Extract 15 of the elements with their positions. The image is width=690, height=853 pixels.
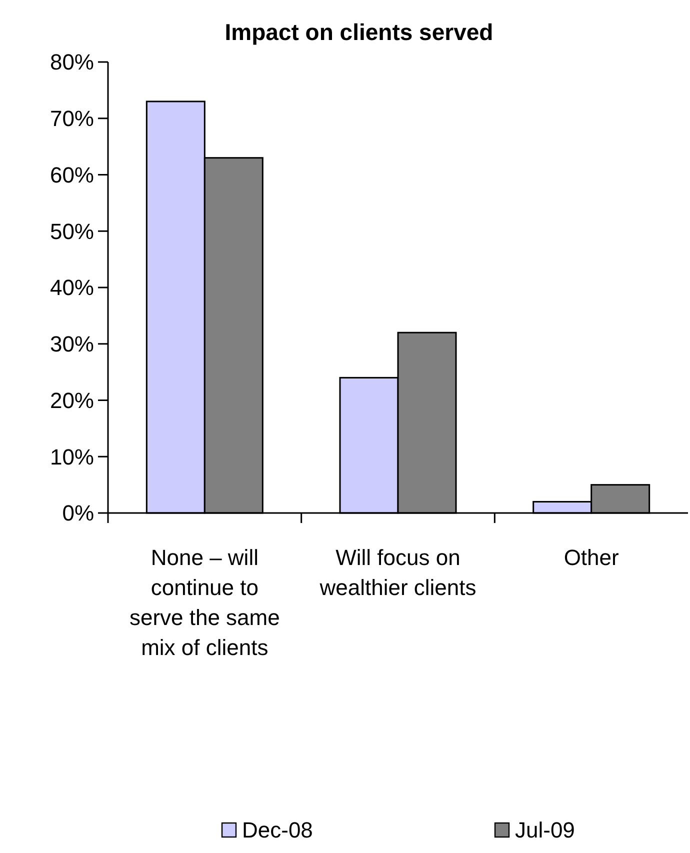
y-tick-label: 30%	[50, 332, 94, 357]
legend-label: Jul-09	[515, 818, 575, 843]
y-tick-label: 40%	[50, 275, 94, 300]
chart-title: Impact on clients served	[224, 19, 494, 45]
y-tick-label: 0%	[62, 500, 94, 526]
y-tick-label: 60%	[50, 162, 94, 188]
x-tick-label: Other	[564, 545, 619, 570]
x-tick-label: None – will continue to serve the same mix of clients	[129, 545, 280, 660]
y-tick-label: 10%	[50, 444, 94, 470]
x-tick-label: Will focus on wealthier clients	[318, 545, 476, 600]
legend-label: Dec-08	[242, 818, 313, 843]
y-tick-label: 70%	[50, 106, 94, 132]
y-tick-label: 80%	[50, 50, 94, 75]
y-tick-label: 20%	[50, 388, 94, 413]
y-tick-label: 50%	[50, 218, 94, 244]
